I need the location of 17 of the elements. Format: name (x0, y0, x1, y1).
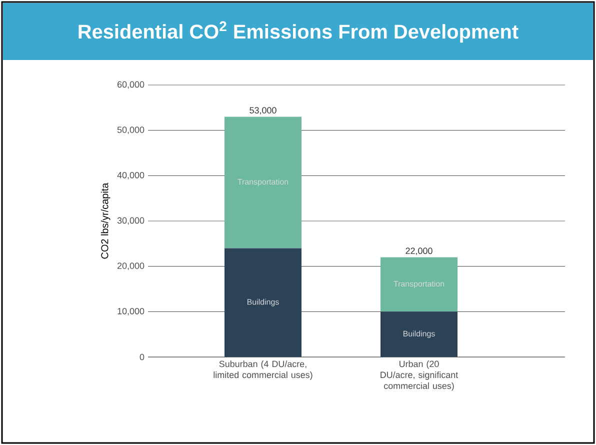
y-axis-title: CO2 lbs/yr/capita (100, 182, 110, 259)
bar (380, 257, 458, 312)
y-tick-label: 50,000 (117, 126, 144, 134)
y-tick-label: 40,000 (117, 172, 144, 180)
total-label: 22,000 (406, 248, 432, 256)
y-tick-label: 30,000 (117, 217, 144, 225)
x-tick-label: Suburban (4 DU/acre, limited commercial uses) (214, 360, 312, 380)
y-tick-label: 60,000 (118, 81, 144, 89)
bar (224, 248, 302, 357)
x-tick-label: Urban (20 DU/acre, significant commercial uses) (380, 360, 458, 391)
chart-title: Residential CO$^{2}$ Emissions From Development (78, 21, 518, 43)
total-label: 53,000 (250, 107, 276, 115)
bar (380, 312, 458, 357)
y-tick-label: 10,000 (118, 308, 144, 316)
y-tick-label: 0 (140, 354, 144, 360)
bar (224, 116, 302, 248)
y-tick-label: 20,000 (118, 262, 144, 270)
